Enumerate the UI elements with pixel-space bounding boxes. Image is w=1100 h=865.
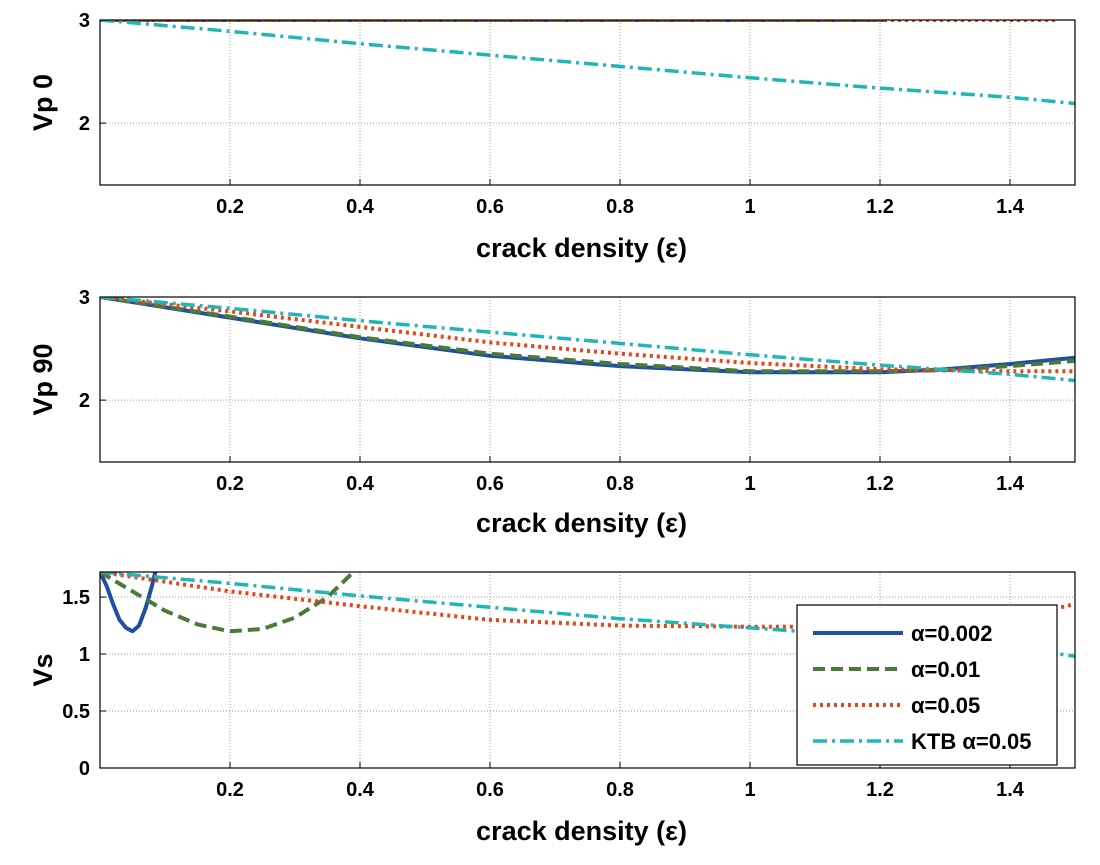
x-tick-label: 1 (744, 473, 755, 495)
series-line-a01 (100, 297, 1075, 374)
x-tick-label: 0.8 (606, 779, 634, 801)
y-axis-label: Vp 0 (28, 74, 58, 131)
x-tick-label: 0.8 (606, 196, 634, 218)
y-axis-label: Vp 90 (28, 343, 58, 415)
panel-3: 0.2 0.4 0.6 0.8 1 1.2 1.4 0 0.5 1 1.5 crack density… (28, 571, 1076, 846)
legend-label-a05: α=0.05 (911, 693, 980, 718)
x-axis-label: crack density (ε) (476, 233, 687, 263)
y-tick-label: 2 (79, 113, 90, 135)
y-tick-label: 2 (79, 390, 90, 412)
y-tick-label: 0 (79, 758, 90, 780)
series-line-a002 (100, 572, 158, 634)
x-tick-label: 0.6 (476, 196, 504, 218)
x-tick-label: 0.4 (346, 196, 375, 218)
x-tick-label: 1.4 (996, 196, 1025, 218)
x-tick-label: 0.6 (476, 779, 504, 801)
x-axis-label: crack density (ε) (476, 816, 687, 846)
x-tick-label: 0.4 (346, 473, 375, 495)
x-tick-label: 0.8 (606, 473, 634, 495)
legend-label-a002: α=0.002 (911, 621, 992, 646)
series-group (100, 20, 1075, 106)
series-line-a01 (100, 572, 355, 634)
x-tick-label: 0.4 (346, 779, 375, 801)
series-line-ktb (100, 20, 1075, 106)
panel-2: 0.2 0.4 0.6 0.8 1 1.2 1.4 2 3 crack density (ε) Vp… (28, 287, 1076, 538)
y-tick-label: 0.5 (62, 701, 90, 723)
x-tick-label: 1.2 (866, 196, 894, 218)
x-tick-label: 0.2 (216, 196, 244, 218)
y-tick-label: 1.5 (62, 587, 90, 609)
x-tick-label: 0.2 (216, 473, 244, 495)
y-axis-label: Vs (28, 653, 58, 686)
x-tick-label: 1.2 (866, 779, 894, 801)
series-line-ktb (100, 297, 1075, 383)
plot-frame (99, 19, 1076, 186)
plot-frame (99, 296, 1076, 463)
x-tick-label: 1.4 (996, 779, 1025, 801)
x-tick-label: 1.2 (866, 473, 894, 495)
x-axis-label: crack density (ε) (476, 508, 687, 538)
x-tick-label: 0.6 (476, 473, 504, 495)
plot-frame (99, 571, 1076, 769)
x-tick-label: 0.2 (216, 779, 244, 801)
x-tick-label: 1 (744, 779, 755, 801)
x-tick-label: 1.4 (996, 473, 1025, 495)
y-tick-label: 1 (79, 644, 90, 666)
series-group (100, 297, 1075, 383)
legend-label-a01: α=0.01 (911, 657, 980, 682)
y-tick-label: 3 (79, 287, 90, 309)
y-tick-label: 3 (79, 10, 90, 32)
legend: α=0.002 α=0.01 α=0.05 KTB α=0.05 (796, 604, 1058, 766)
x-tick-label: 1 (744, 196, 755, 218)
legend-label-ktb: KTB α=0.05 (911, 729, 1032, 754)
panel-1: 0.2 0.4 0.6 0.8 1 1.2 1.4 2 3 crack density (ε) Vp… (28, 10, 1076, 263)
